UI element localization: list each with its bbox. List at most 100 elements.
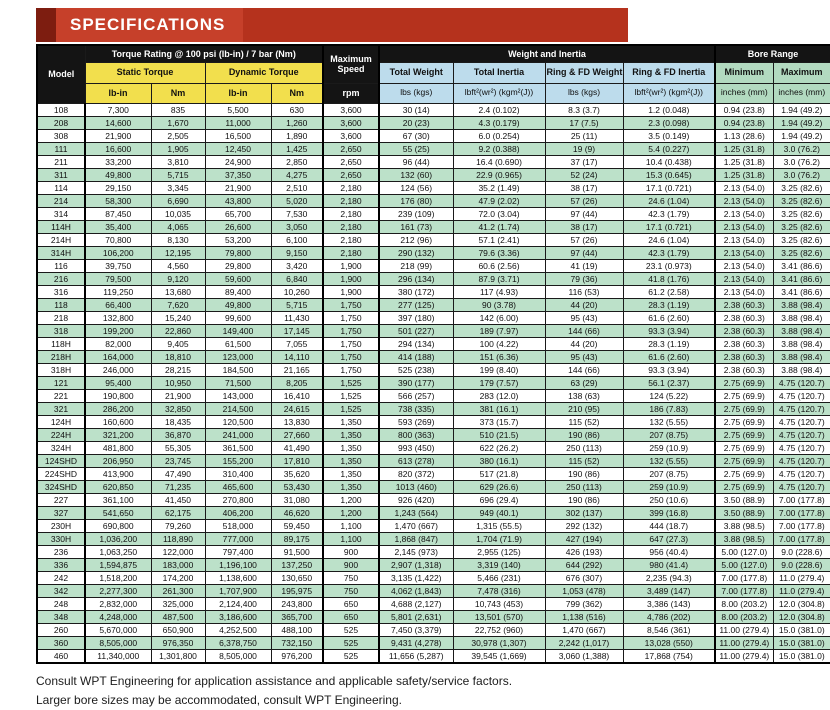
model-cell: 214 <box>36 193 86 208</box>
value-cell: 426 (193) <box>544 544 624 559</box>
value-cell: 95,400 <box>84 375 152 390</box>
value-cell: 27,660 <box>270 427 324 442</box>
value-cell: 900 <box>322 557 380 572</box>
value-cell: 41.2 (1.74) <box>452 219 546 234</box>
unit-ring-fd-weight: lbs (kgs) <box>544 82 624 104</box>
value-cell: 1.25 (31.8) <box>714 141 774 156</box>
value-cell: 15.0 (381.0) <box>772 635 830 650</box>
value-cell: 57 (26) <box>544 232 624 247</box>
value-cell: 1,315 (55.5) <box>452 518 546 533</box>
value-cell: 1,243 (564) <box>378 505 454 520</box>
value-cell: 1,425 <box>270 141 324 156</box>
value-cell: 179 (7.57) <box>452 375 546 390</box>
value-cell: 130,650 <box>270 570 324 585</box>
model-cell: 348 <box>36 609 86 624</box>
model-cell: 342 <box>36 583 86 598</box>
value-cell: 55 (25) <box>378 141 454 156</box>
value-cell: 380 (16.1) <box>452 453 546 468</box>
header-dynamic-torque: Dynamic Torque <box>204 61 324 84</box>
value-cell: 3,345 <box>150 180 206 195</box>
value-cell: 59,600 <box>204 271 272 286</box>
value-cell: 6,840 <box>270 271 324 286</box>
table-row: 236 1,063,250 122,000 797,400 91,500 900 2,145… <box>36 544 830 559</box>
value-cell: 2.13 (54.0) <box>714 180 774 195</box>
value-cell: 151 (6.36) <box>452 349 546 364</box>
value-cell: 39,545 (1,669) <box>452 648 546 663</box>
value-cell: 3,600 <box>322 115 380 130</box>
model-cell: 224SHD <box>36 466 86 481</box>
value-cell: 24,900 <box>204 154 272 169</box>
spec-table: Model Torque Rating @ 100 psi (lb-in) / … <box>36 44 830 664</box>
value-cell: 218 (99) <box>378 258 454 273</box>
model-cell: 248 <box>36 596 86 611</box>
table-row: 318 199,200 22,860 149,400 17,145 1,750 501 (2… <box>36 323 830 338</box>
table-row: 316 119,250 13,680 89,400 10,260 1,900 380 (17… <box>36 284 830 299</box>
value-cell: 8,505,000 <box>204 648 272 663</box>
value-cell: 63 (29) <box>544 375 624 390</box>
value-cell: 5,670,000 <box>84 622 152 637</box>
value-cell: 2.75 (69.9) <box>714 401 774 416</box>
table-row: 114 29,150 3,345 21,900 2,510 2,180 124 (56) 35… <box>36 180 830 195</box>
unit-dynamic-lb-in: lb-in <box>204 82 272 104</box>
value-cell: 3.0 (76.2) <box>772 167 830 182</box>
value-cell: 28.3 (1.19) <box>622 297 716 312</box>
value-cell: 399 (16.8) <box>622 505 716 520</box>
value-cell: 406,200 <box>204 505 272 520</box>
value-cell: 9,150 <box>270 245 324 260</box>
value-cell: 149,400 <box>204 323 272 338</box>
value-cell: 195,975 <box>270 583 324 598</box>
value-cell: 2,650 <box>322 154 380 169</box>
value-cell: 41,490 <box>270 440 324 455</box>
value-cell: 2.75 (69.9) <box>714 453 774 468</box>
value-cell: 31,080 <box>270 492 324 507</box>
page-title: SPECIFICATIONS <box>70 15 226 34</box>
value-cell: 6,378,750 <box>204 635 272 650</box>
specifications-banner: SPECIFICATIONS <box>36 8 628 42</box>
value-cell: 696 (29.4) <box>452 492 546 507</box>
table-row: 211 33,200 3,810 24,900 2,850 2,650 96 (44) 16.… <box>36 154 830 169</box>
table-row: 324SHD 620,850 71,235 465,600 53,430 1,350 101… <box>36 479 830 494</box>
value-cell: 28.3 (1.19) <box>622 336 716 351</box>
value-cell: 2.13 (54.0) <box>714 193 774 208</box>
model-cell: 324H <box>36 440 86 455</box>
value-cell: 61.6 (2.60) <box>622 310 716 325</box>
value-cell: 1,196,100 <box>204 557 272 572</box>
value-cell: 15.3 (0.645) <box>622 167 716 182</box>
table-row: 314 87,450 10,035 65,700 7,530 2,180 239 (109)… <box>36 206 830 221</box>
value-cell: 190 (86) <box>544 492 624 507</box>
value-cell: 11,340,000 <box>84 648 152 663</box>
value-cell: 26,600 <box>204 219 272 234</box>
value-cell: 0.94 (23.8) <box>714 102 774 117</box>
model-cell: 227 <box>36 492 86 507</box>
value-cell: 43,800 <box>204 193 272 208</box>
value-cell: 1,525 <box>322 375 380 390</box>
value-cell: 61,500 <box>204 336 272 351</box>
value-cell: 2.75 (69.9) <box>714 388 774 403</box>
value-cell: 17,145 <box>270 323 324 338</box>
value-cell: 277 (125) <box>378 297 454 312</box>
table-row: 324H 481,800 55,305 361,500 41,490 1,350 993 (… <box>36 440 830 455</box>
value-cell: 296 (134) <box>378 271 454 286</box>
value-cell: 644 (292) <box>544 557 624 572</box>
value-cell: 517 (21.8) <box>452 466 546 481</box>
value-cell: 44 (20) <box>544 336 624 351</box>
table-row: 216 79,500 9,120 59,600 6,840 1,900 296 (134) 8… <box>36 271 830 286</box>
value-cell: 900 <box>322 544 380 559</box>
value-cell: 99,600 <box>204 310 272 325</box>
value-cell: 397 (180) <box>378 310 454 325</box>
value-cell: 18,810 <box>150 349 206 364</box>
value-cell: 2.13 (54.0) <box>714 284 774 299</box>
value-cell: 24,615 <box>270 401 324 416</box>
model-cell: 211 <box>36 154 86 169</box>
value-cell: 21,900 <box>150 388 206 403</box>
model-cell: 216 <box>36 271 86 286</box>
value-cell: 980 (41.4) <box>622 557 716 572</box>
value-cell: 976,350 <box>150 635 206 650</box>
table-row: 116 39,750 4,560 29,800 3,420 1,900 218 (99) 60… <box>36 258 830 273</box>
value-cell: 2,180 <box>322 180 380 195</box>
value-cell: 261,300 <box>150 583 206 598</box>
value-cell: 7.00 (177.8) <box>714 583 774 598</box>
table-row: 124H 160,600 18,435 120,500 13,830 1,350 593 (… <box>36 414 830 429</box>
value-cell: 59,450 <box>270 518 324 533</box>
value-cell: 1.2 (0.048) <box>622 102 716 117</box>
